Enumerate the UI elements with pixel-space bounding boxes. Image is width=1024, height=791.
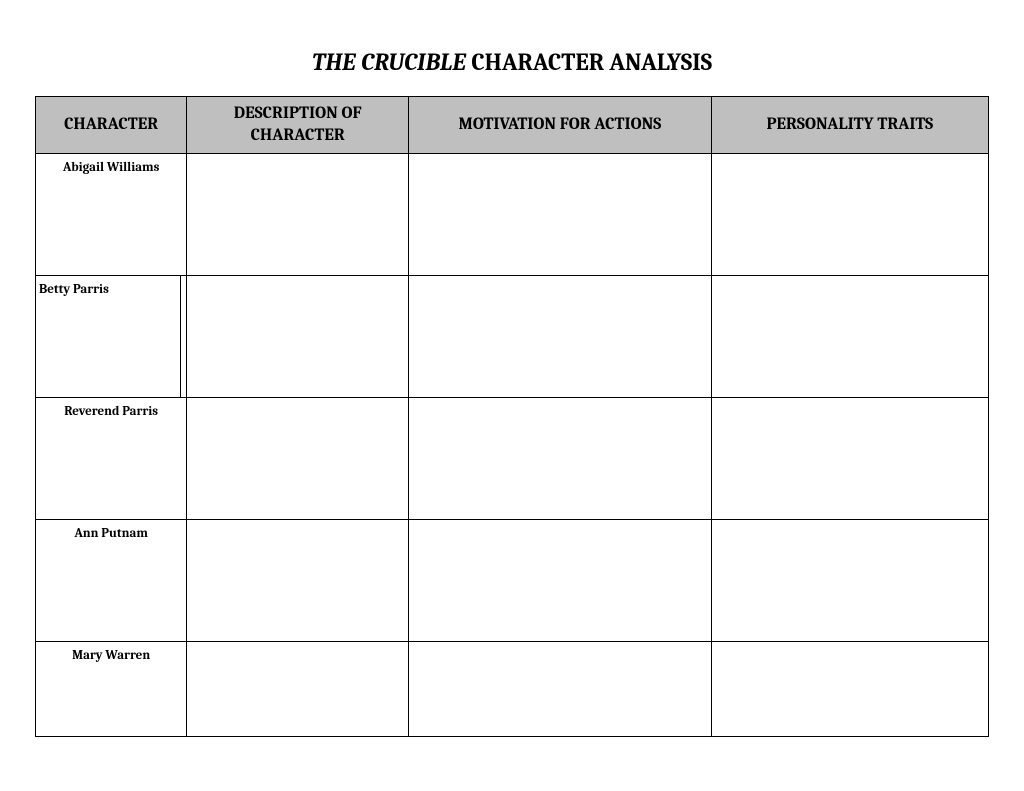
cell-character: Mary Warren [36, 642, 187, 737]
cell-traits [711, 398, 988, 520]
cell-motivation [409, 276, 712, 398]
cell-description [187, 276, 409, 398]
table-row: Reverend Parris [36, 398, 989, 520]
cell-motivation [409, 398, 712, 520]
table-header-row: CHARACTER DESCRIPTION OF CHARACTER MOTIV… [36, 97, 989, 154]
cell-character: Abigail Williams [36, 154, 187, 276]
cell-traits [711, 642, 988, 737]
header-traits: PERSONALITY TRAITS [711, 97, 988, 154]
cell-traits [711, 520, 988, 642]
cell-motivation [409, 520, 712, 642]
header-description: DESCRIPTION OF CHARACTER [187, 97, 409, 154]
header-character: CHARACTER [36, 97, 187, 154]
header-motivation: MOTIVATION FOR ACTIONS [409, 97, 712, 154]
cell-description [187, 520, 409, 642]
page-title: THE CRUCIBLE CHARACTER ANALYSIS [35, 48, 989, 76]
cell-description [187, 398, 409, 520]
cell-traits [711, 276, 988, 398]
table-row: Mary Warren [36, 642, 989, 737]
title-italic: THE CRUCIBLE [312, 48, 466, 76]
cell-motivation [409, 642, 712, 737]
table-row: Abigail Williams [36, 154, 989, 276]
table-row: Ann Putnam [36, 520, 989, 642]
cell-character: Reverend Parris [36, 398, 187, 520]
character-analysis-table: CHARACTER DESCRIPTION OF CHARACTER MOTIV… [35, 96, 989, 737]
title-regular: CHARACTER ANALYSIS [466, 48, 712, 76]
cell-description [187, 154, 409, 276]
cell-traits [711, 154, 988, 276]
table-row: Betty Parris [36, 276, 989, 398]
cell-motivation [409, 154, 712, 276]
cell-description [187, 642, 409, 737]
cell-character: Betty Parris [36, 276, 187, 398]
cell-character: Ann Putnam [36, 520, 187, 642]
